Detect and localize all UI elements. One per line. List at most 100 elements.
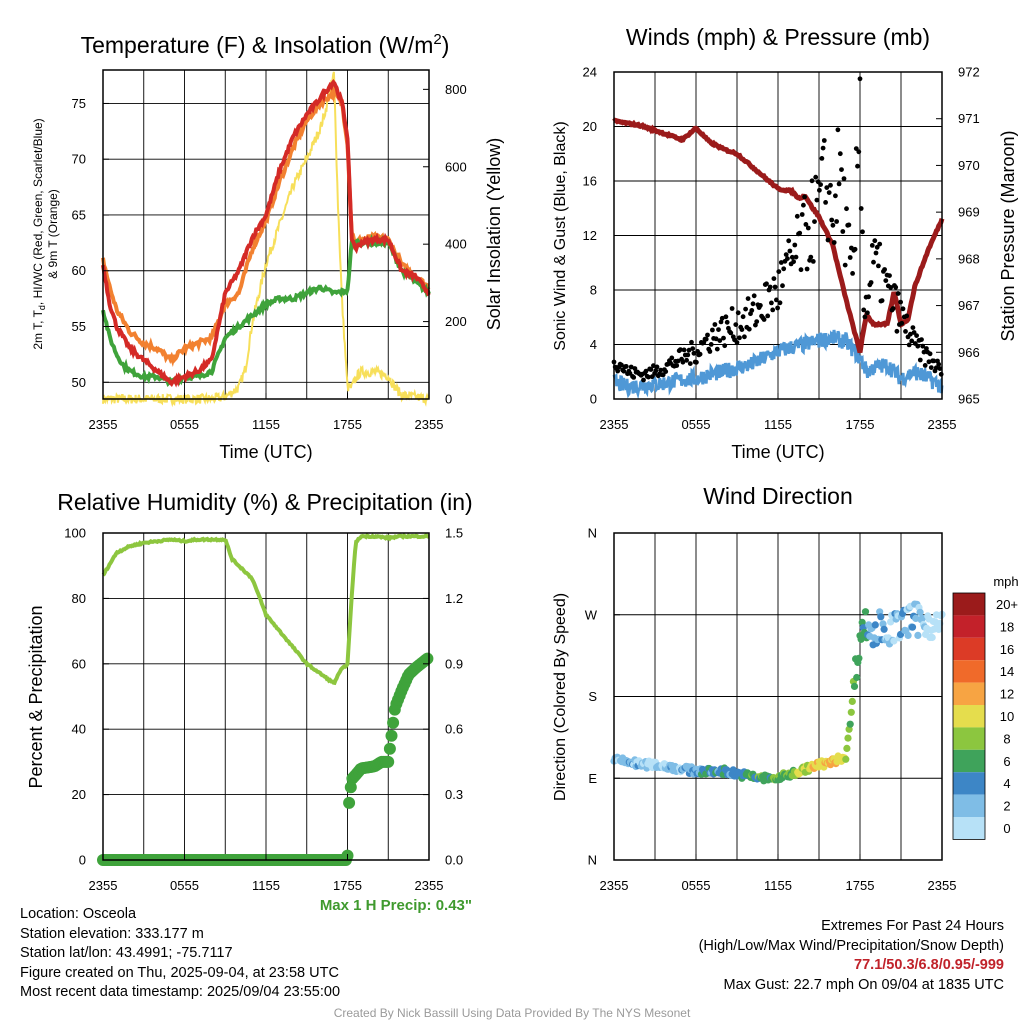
y-tick-label: 100	[64, 526, 86, 541]
direction-point	[918, 614, 926, 622]
temperature-grid	[103, 70, 429, 399]
y2-tick-label: 0.0	[445, 853, 463, 868]
gust-point	[685, 352, 691, 358]
legend-label: 8	[1003, 731, 1010, 746]
precip-point	[382, 755, 395, 768]
gust-point	[780, 283, 785, 289]
series-relative-humidity	[101, 532, 430, 686]
legend-swatch	[953, 817, 985, 840]
gust-point	[882, 267, 887, 272]
gust-point	[798, 267, 804, 273]
direction-point	[880, 625, 888, 633]
gust-point	[844, 206, 849, 212]
gust-point	[794, 213, 800, 219]
gust-point	[862, 314, 868, 320]
gust-point	[721, 335, 726, 341]
winds-panel: Winds (mph) & Pressure (mb) 2355 0555 1155…	[552, 24, 1018, 462]
gust-point	[787, 248, 793, 254]
y2-tick-label: 971	[958, 111, 980, 126]
gust-point	[888, 285, 894, 290]
station-elevation: Station elevation: 333.177 m	[20, 925, 204, 942]
x-tick-label: 2355	[89, 878, 118, 893]
gust-point	[729, 306, 735, 311]
gust-point	[777, 300, 783, 306]
gust-point	[739, 327, 745, 332]
humidity-panel: Relative Humidity (%) & Precipitation (i…	[26, 489, 473, 914]
x-tick-label: 1755	[333, 878, 362, 893]
gust-point	[658, 367, 664, 373]
y-tick-label: 16	[583, 174, 597, 189]
y-tick-label: 20	[583, 119, 597, 134]
x-tick-label: 2355	[600, 878, 629, 893]
y2-tick-label: 0.3	[445, 787, 463, 802]
legend-label: 16	[1000, 642, 1014, 657]
gust-point	[818, 182, 823, 188]
series-2m-temperature	[101, 79, 431, 388]
gust-point	[743, 306, 748, 312]
gust-point	[919, 337, 924, 342]
gust-point	[829, 217, 835, 223]
precip-point	[387, 716, 400, 729]
gust-point	[674, 363, 680, 368]
x-tick-label: 1755	[846, 417, 875, 432]
y-tick-label: 70	[72, 152, 86, 167]
direction-point	[844, 734, 852, 742]
x-tick-label: 0555	[170, 878, 199, 893]
temperature-ylabel-right: Solar Insolation (Yellow)	[484, 138, 504, 330]
gust-point	[893, 284, 899, 290]
winds-xlabel: Time (UTC)	[731, 442, 824, 462]
gust-point	[830, 222, 836, 228]
gust-point	[646, 374, 651, 380]
gust-point	[719, 315, 725, 321]
gust-point	[728, 330, 734, 336]
gust-point	[663, 369, 669, 374]
gust-point	[643, 368, 649, 374]
direction-point	[871, 621, 879, 629]
gust-point	[669, 355, 675, 361]
direction-point	[916, 608, 924, 616]
gust-point	[751, 293, 757, 299]
gust-point	[653, 368, 659, 374]
temperature-xlabel: Time (UTC)	[219, 442, 312, 462]
y-tick-label: W	[585, 607, 598, 622]
legend-swatch	[953, 772, 985, 795]
gust-point	[873, 250, 879, 256]
y-tick-label: 60	[72, 656, 86, 671]
y2-tick-label: 0.9	[445, 656, 463, 671]
direction-point	[847, 708, 855, 716]
y-tick-label: N	[588, 853, 597, 868]
temperature-title: Temperature (F) & Insolation (W/m2)	[81, 31, 450, 58]
gust-point	[894, 328, 900, 334]
legend-swatch	[953, 794, 985, 817]
winds-series	[611, 76, 945, 400]
humidity-ticks: 2355 0555 1155 1755 23550204060801000.00.30.…	[64, 526, 463, 894]
gust-point	[836, 181, 842, 187]
gust-point	[746, 326, 752, 332]
y-tick-label: E	[588, 771, 597, 786]
station-info: Location: Osceola Station elevation: 333…	[20, 905, 340, 1003]
x-tick-label: 1155	[764, 417, 792, 432]
gust-point	[740, 314, 746, 320]
gust-point	[745, 296, 751, 301]
gust-point	[910, 325, 916, 330]
gust-point	[802, 194, 807, 200]
gust-point	[797, 230, 803, 236]
gust-point	[783, 252, 789, 257]
y2-tick-label: 800	[445, 82, 467, 97]
gust-point	[847, 255, 853, 260]
y-tick-label: 80	[72, 591, 86, 606]
y-tick-label: 24	[583, 65, 597, 80]
gust-point	[920, 343, 926, 349]
direction-point	[848, 697, 856, 706]
legend-swatch	[953, 615, 985, 638]
direction-point	[861, 608, 870, 616]
gust-point	[937, 366, 943, 371]
direction-point	[935, 625, 943, 634]
gust-point	[840, 229, 846, 234]
gust-point	[866, 294, 871, 300]
gust-point	[858, 206, 864, 211]
y-tick-label: 0	[590, 392, 597, 407]
legend-frame	[952, 592, 986, 840]
gust-point	[842, 262, 848, 268]
legend-label: 10	[1000, 709, 1014, 724]
